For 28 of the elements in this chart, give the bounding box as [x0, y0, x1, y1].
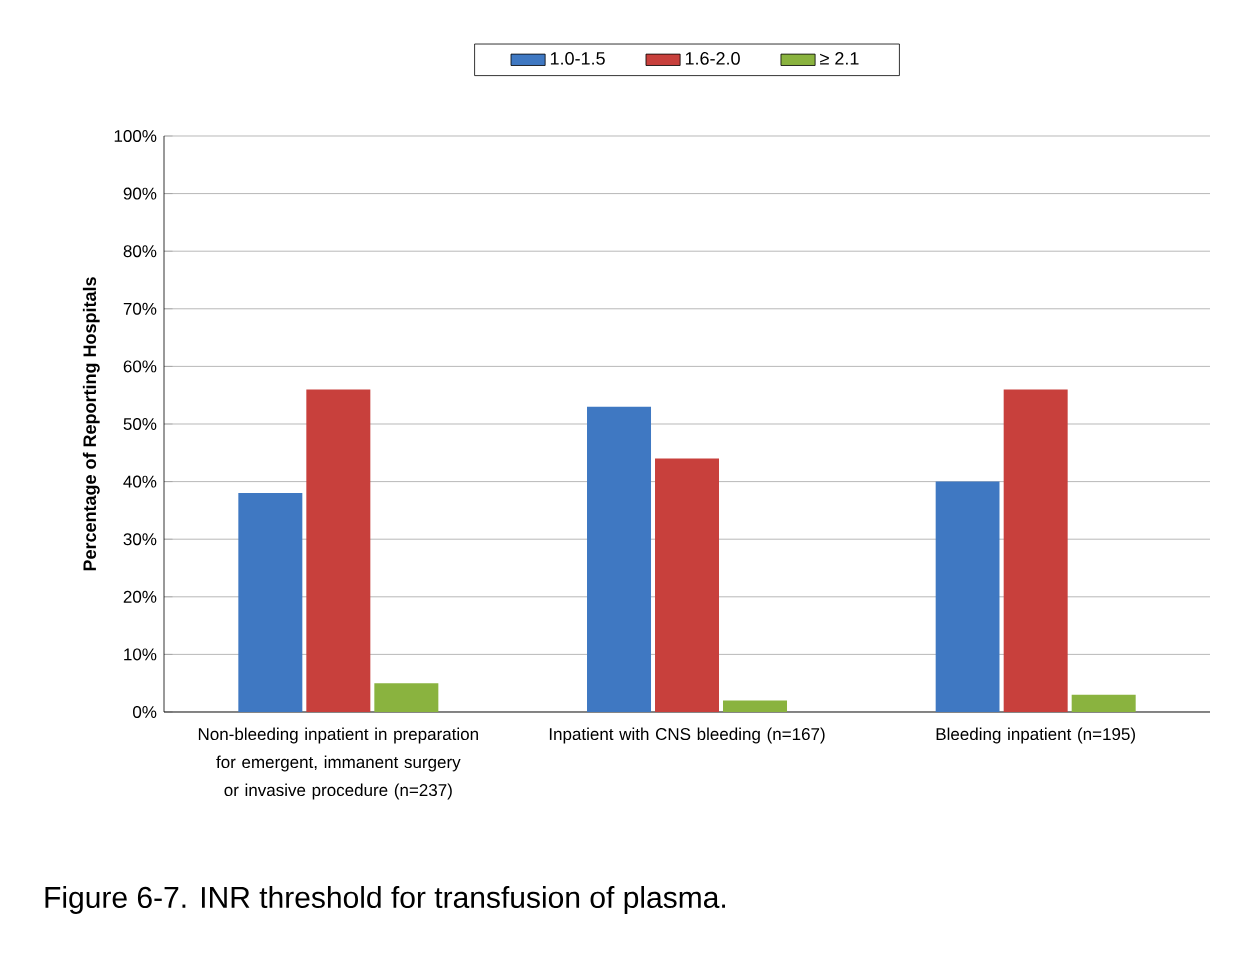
bar — [374, 683, 439, 712]
x-tick-label: Bleeding inpatient (n=195) — [936, 727, 1135, 744]
y-tick-label: 50% — [123, 417, 157, 430]
x-tick-label: Inpatient with CNS bleeding (n=167) — [549, 727, 825, 744]
y-tick-label: 20% — [123, 590, 157, 603]
y-tick-label: 70% — [123, 302, 157, 315]
y-tick-label: 90% — [123, 187, 157, 200]
y-tick-label: 100% — [114, 129, 157, 142]
y-axis-title: Percentage of Reporting Hospitals — [82, 277, 100, 571]
x-tick-label: Non-bleeding inpatient in preparation for emergent, immanent surgery or invasive procedure (n=237) — [198, 727, 478, 800]
bar — [587, 406, 652, 712]
y-tick-label: 80% — [123, 245, 157, 258]
bar — [1071, 694, 1136, 712]
y-tick-label: 60% — [123, 360, 157, 373]
bar — [935, 481, 1000, 712]
bar — [238, 493, 303, 712]
bar — [306, 389, 371, 712]
legend-label: 1.0-1.5 — [550, 52, 605, 65]
y-tick-label: 40% — [123, 475, 157, 488]
legend-label: ≥ 2.1 — [820, 52, 859, 65]
y-tick-label: 30% — [123, 533, 157, 546]
y-tick-label: 0% — [133, 705, 157, 719]
legend-label: 1.6-2.0 — [685, 52, 740, 65]
bar — [723, 700, 788, 712]
bar — [1003, 389, 1068, 712]
y-tick-label: 10% — [124, 648, 157, 661]
bar — [655, 458, 720, 712]
caption: Figure 6-7. INR threshold for transfusion of plasma. — [45, 886, 725, 914]
